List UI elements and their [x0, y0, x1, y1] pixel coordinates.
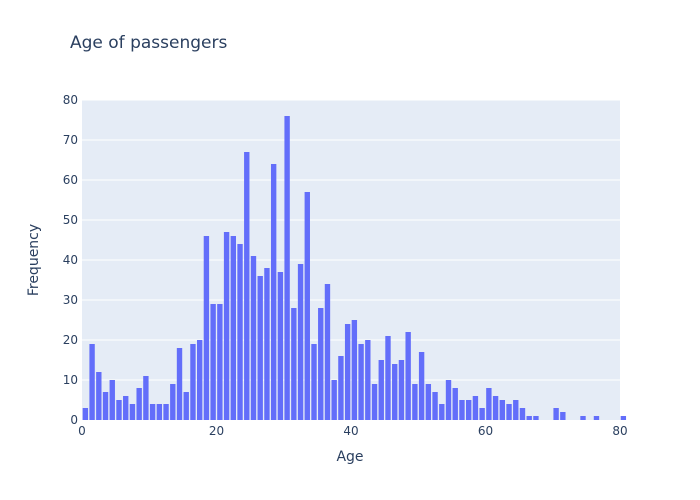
histogram-bar	[499, 400, 506, 420]
y-tick-label: 50	[63, 213, 78, 227]
histogram-bar	[170, 384, 176, 420]
histogram-bar	[445, 380, 452, 420]
histogram-bar	[405, 332, 411, 420]
histogram-bar	[102, 392, 109, 420]
histogram-bar	[163, 404, 169, 420]
y-tick-label: 0	[70, 413, 78, 427]
histogram-bar	[513, 400, 519, 420]
histogram-bar	[217, 304, 223, 420]
histogram-bar	[257, 276, 263, 420]
histogram-bar	[237, 244, 243, 420]
histogram-bar	[358, 344, 364, 420]
histogram-bar	[244, 152, 250, 420]
histogram-bar	[136, 388, 142, 420]
histogram-bar	[109, 380, 115, 420]
histogram-bar	[82, 408, 89, 420]
histogram-bar	[223, 232, 230, 420]
histogram-bar	[116, 400, 122, 420]
histogram-bar	[318, 308, 324, 420]
chart-title: Age of passengers	[70, 33, 228, 53]
histogram-bar	[311, 344, 317, 420]
histogram-bar	[338, 356, 344, 420]
histogram-bar	[533, 416, 539, 420]
histogram-bar	[479, 408, 485, 420]
histogram-bar	[297, 264, 304, 420]
x-tick-label: 40	[343, 424, 358, 438]
histogram-bar	[398, 360, 405, 420]
histogram-bar	[418, 352, 425, 420]
histogram-bar	[506, 404, 512, 420]
histogram-bar	[129, 404, 136, 420]
histogram-bar	[560, 412, 566, 420]
histogram-bar	[459, 400, 465, 420]
histogram-bar	[143, 376, 149, 420]
histogram-bar	[432, 392, 438, 420]
histogram-bar	[270, 164, 277, 420]
histogram-bar	[183, 392, 189, 420]
histogram-bar	[472, 396, 479, 420]
x-axis-title: Age	[336, 449, 364, 465]
histogram-bar	[365, 340, 371, 420]
histogram-bar	[412, 384, 418, 420]
y-tick-label: 60	[63, 173, 78, 187]
histogram-bar	[277, 272, 284, 420]
histogram-bar	[149, 404, 156, 420]
histogram-bar	[378, 360, 384, 420]
histogram-bar	[553, 408, 559, 420]
histogram-bar	[123, 396, 129, 420]
y-tick-label: 10	[63, 373, 78, 387]
histogram-bar	[210, 304, 216, 420]
histogram-bar	[203, 236, 210, 420]
histogram-bar	[385, 336, 391, 420]
histogram-bar	[196, 340, 203, 420]
y-tick-label: 80	[63, 93, 78, 107]
y-tick-label: 30	[63, 293, 78, 307]
x-tick-label: 60	[478, 424, 493, 438]
histogram-bar	[96, 372, 102, 420]
x-axis-ticks: 0 20 40 60 80	[78, 424, 627, 438]
histogram-bar	[425, 384, 432, 420]
histogram-bar	[264, 268, 270, 420]
y-axis-ticks: 0 10 20 30 40 50 60 70 80	[63, 93, 78, 427]
histogram-bar	[593, 416, 600, 420]
histogram-bar	[519, 408, 526, 420]
histogram-bar	[250, 256, 257, 420]
histogram-bar	[324, 284, 331, 420]
gridlines	[82, 99, 620, 381]
histogram-bar	[291, 308, 297, 420]
histogram-bar	[176, 348, 183, 420]
histogram-bar	[331, 380, 337, 420]
y-tick-label: 20	[63, 333, 78, 347]
y-tick-label: 40	[63, 253, 78, 267]
histogram-bar	[304, 192, 310, 420]
histogram-bar	[439, 404, 445, 420]
histogram-bar	[392, 364, 398, 420]
histogram-bar	[486, 388, 492, 420]
histogram-bar	[492, 396, 499, 420]
y-axis-title: Frequency	[26, 223, 42, 297]
histogram-bar	[371, 384, 378, 420]
histogram-bar	[190, 344, 196, 420]
histogram-bar	[452, 388, 458, 420]
histogram-bar	[580, 416, 586, 420]
histogram-bar	[351, 320, 358, 420]
x-tick-label: 80	[612, 424, 627, 438]
histogram-bar	[156, 404, 163, 420]
x-tick-label: 0	[78, 424, 86, 438]
histogram-bar	[526, 416, 532, 420]
y-tick-label: 70	[63, 133, 78, 147]
histogram-bar	[89, 344, 95, 420]
histogram-bar	[230, 236, 237, 420]
histogram-bar	[465, 400, 472, 420]
histogram-bar	[344, 324, 351, 420]
x-tick-label: 20	[209, 424, 224, 438]
histogram-bar	[620, 416, 627, 420]
histogram-bar	[284, 116, 290, 420]
bars	[82, 116, 627, 420]
